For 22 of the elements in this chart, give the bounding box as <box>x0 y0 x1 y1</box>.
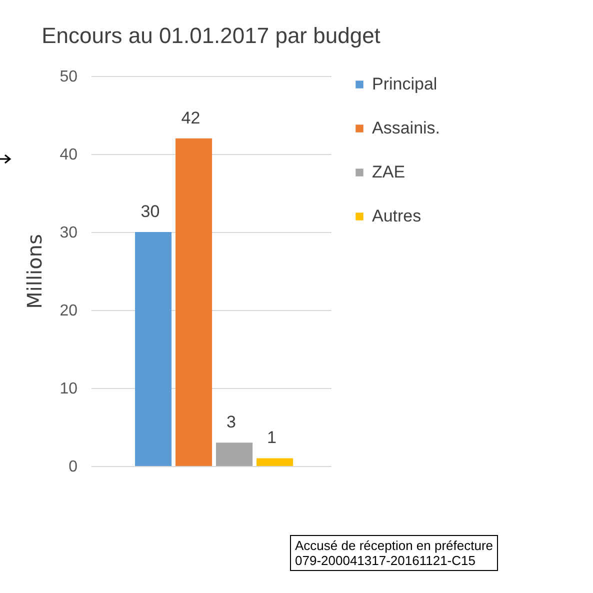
legend-label: Autres <box>372 206 422 226</box>
y-axis-title: Millions <box>22 234 47 309</box>
text: Accusé de réception en préfecture <box>295 538 494 553</box>
y-tick-label: 20 <box>60 302 78 320</box>
data-label: 1 <box>267 428 276 448</box>
y-tick-label: 30 <box>60 224 78 242</box>
bar <box>216 442 253 466</box>
y-tick-label: 0 <box>68 458 78 476</box>
bar <box>176 138 212 466</box>
bar <box>256 458 294 466</box>
data-label: 3 <box>226 412 236 432</box>
y-tick-label: 10 <box>60 380 78 398</box>
y-tick-label: 40 <box>60 146 78 164</box>
bar <box>135 232 172 466</box>
data-label: 30 <box>140 202 160 221</box>
legend-label: ZAE <box>372 162 406 182</box>
legend-label: Assainis. <box>372 118 440 138</box>
data-label: 42 <box>181 108 200 128</box>
y-tick-label: 50 <box>60 68 78 86</box>
legend-label: Principal <box>372 74 438 94</box>
text: 079-200041317-20161121-C15 <box>295 553 476 568</box>
chart-title: Encours au 01.01.2017 par budget <box>42 23 380 48</box>
